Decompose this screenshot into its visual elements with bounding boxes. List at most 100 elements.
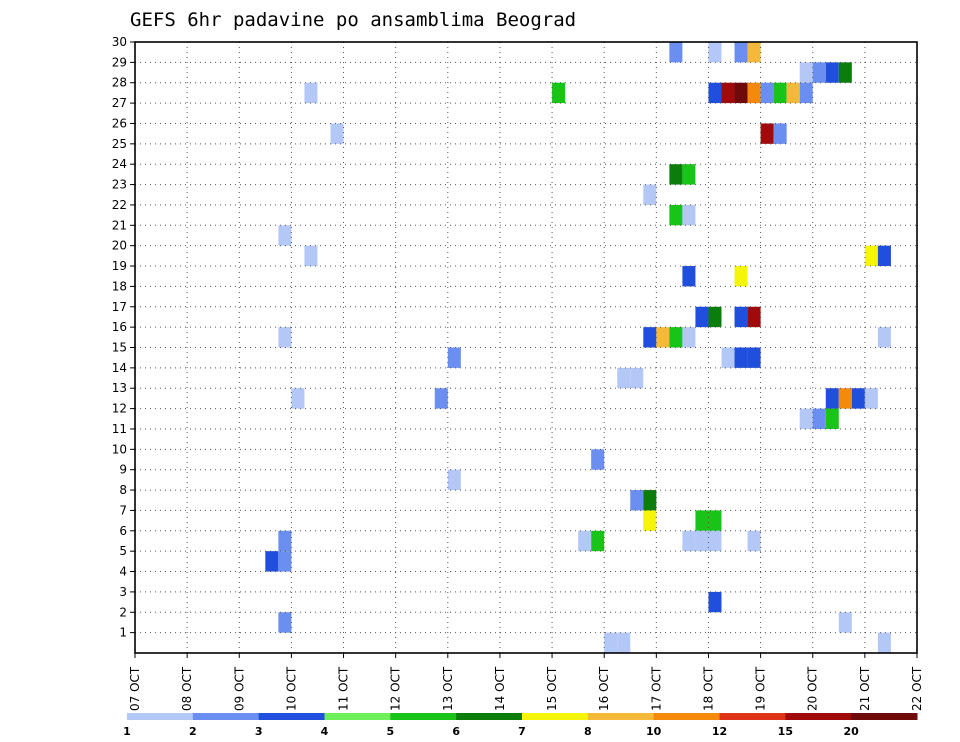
colorbar-label: 12 [712,725,727,738]
y-tick-label: 2 [119,605,127,619]
x-tick-label: 12 OCT [389,666,403,711]
y-tick-label: 10 [112,442,127,456]
heatmap-cell [643,490,657,511]
heatmap-cell [552,82,566,104]
x-tick-label: 14 OCT [493,666,507,711]
y-tick-label: 12 [112,402,127,416]
x-tick-label: 07 OCT [128,666,142,711]
heatmap-cell [773,123,787,144]
x-tick-label: 10 OCT [284,666,298,711]
colorbar-swatch [127,713,194,720]
heatmap-cell [838,612,852,633]
y-tick-label: 27 [112,96,127,110]
heatmap-cell [747,42,761,63]
y-tick-label: 23 [112,178,127,192]
x-tick-label: 20 OCT [806,666,820,711]
heatmap-cell [669,164,683,185]
colorbar-label: 1 [123,725,131,738]
heatmap-cell [682,266,696,287]
y-tick-label: 9 [119,463,127,477]
heatmap-cell [864,388,878,409]
y-axis: 1234567891011121314151617181920212223242… [112,35,135,640]
y-tick-label: 5 [119,544,127,558]
heatmap-cell [799,408,813,429]
y-tick-label: 30 [112,35,127,49]
heatmap-cell [734,306,748,328]
y-tick-label: 28 [112,76,127,90]
heatmap-cell [682,204,696,226]
heatmap-cell [825,408,839,429]
heatmap-cell [734,347,748,368]
heatmap-cell [708,591,722,613]
heatmap-cell [760,82,774,104]
heatmap-cell [669,327,683,348]
heatmap-cell [825,62,839,83]
y-tick-label: 1 [119,626,127,640]
heatmap-cell [747,82,761,104]
heatmap-cell [708,42,722,63]
x-tick-label: 17 OCT [649,666,663,711]
heatmap-cell [799,82,813,104]
heatmap-cell [721,82,735,104]
heatmap-cell [695,510,709,531]
y-tick-label: 20 [112,239,127,253]
colorbar-swatch [785,713,852,720]
y-tick-label: 15 [112,341,127,355]
y-tick-label: 13 [112,381,127,395]
heatmap-cell [877,632,891,653]
heatmap-cell [630,490,644,511]
colorbar: 1 2 3 4 5 6 7 8 10 12 15 20 [123,713,918,738]
heatmap-cell [708,306,722,328]
y-tick-label: 4 [119,565,127,579]
heatmap-cell [278,612,292,633]
colorbar-swatch [851,713,918,720]
colorbar-label: 4 [321,725,329,738]
heatmap-cell [669,204,683,226]
heatmap-cell [877,327,891,348]
heatmap-cell [747,306,761,328]
colorbar-swatch [456,713,523,720]
heatmap-cell [747,530,761,552]
colorbar-swatch [258,713,325,720]
heatmap-cell [617,632,631,653]
x-tick-label: 16 OCT [597,666,611,711]
y-tick-label: 3 [119,585,127,599]
heatmap-cell [682,327,696,348]
chart-title: GEFS 6hr padavine po ansamblima Beograd [130,9,576,31]
colorbar-swatch [390,713,457,720]
heatmap-cell [695,306,709,328]
y-tick-label: 25 [112,137,127,151]
x-tick-label: 11 OCT [337,666,351,711]
colorbar-swatch [719,713,786,720]
heatmap-cell [708,530,722,552]
y-tick-label: 19 [112,259,127,273]
heatmap-cell [812,408,826,429]
colorbar-label: 2 [189,725,197,738]
heatmap-cell [825,388,839,409]
heatmap-cell [682,164,696,185]
y-tick-label: 24 [112,157,127,171]
heatmap-cell [304,82,318,104]
heatmap-cell [604,632,618,653]
heatmap-cell [656,327,670,348]
y-tick-label: 16 [112,320,127,334]
y-tick-label: 22 [112,198,127,212]
heatmap-cell [734,82,748,104]
heatmap-cell [617,367,631,389]
y-tick-label: 7 [119,503,127,517]
x-axis: 07 OCT 08 OCT 09 OCT 10 OCT 11 OCT 12 OCT 13 O… [128,653,924,711]
colorbar-label: 8 [584,725,592,738]
x-tick-label: 21 OCT [858,666,872,711]
colorbar-label: 7 [518,725,526,738]
heatmap-cell [578,530,592,552]
heatmap-cell [773,82,787,104]
heatmap-cell [799,62,813,83]
heatmap-cell [708,510,722,531]
heatmap-cell [851,388,865,409]
heatmap-cell [278,551,292,572]
colorbar-label: 20 [844,725,860,738]
colorbar-label: 6 [452,725,460,738]
heatmap-cell [434,388,448,409]
x-tick-label: 13 OCT [441,666,455,711]
